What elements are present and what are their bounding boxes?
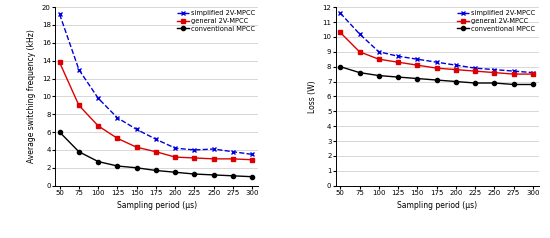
simplified 2V-MPCC <box>337 12 344 15</box>
simplified 2V-MPCC <box>453 64 459 67</box>
general 2V-MPCC <box>152 150 159 153</box>
conventional MPCC <box>172 171 178 174</box>
simplified 2V-MPCC <box>230 150 236 153</box>
simplified 2V-MPCC <box>95 97 101 99</box>
simplified 2V-MPCC <box>133 128 140 131</box>
X-axis label: Sampling period (μs): Sampling period (μs) <box>397 201 477 210</box>
general 2V-MPCC <box>75 104 82 107</box>
conventional MPCC <box>414 77 421 80</box>
general 2V-MPCC <box>414 64 421 67</box>
Y-axis label: Loss (W): Loss (W) <box>308 80 317 113</box>
conventional MPCC <box>95 160 101 163</box>
general 2V-MPCC <box>56 61 63 64</box>
simplified 2V-MPCC <box>75 68 82 71</box>
general 2V-MPCC <box>172 156 178 159</box>
conventional MPCC <box>114 165 120 168</box>
simplified 2V-MPCC <box>433 61 440 64</box>
conventional MPCC <box>433 79 440 81</box>
simplified 2V-MPCC <box>152 138 159 141</box>
conventional MPCC <box>56 131 63 134</box>
simplified 2V-MPCC <box>114 116 120 119</box>
Line: simplified 2V-MPCC: simplified 2V-MPCC <box>57 12 255 157</box>
simplified 2V-MPCC <box>249 153 256 156</box>
Line: general 2V-MPCC: general 2V-MPCC <box>57 60 255 162</box>
simplified 2V-MPCC <box>211 148 217 150</box>
simplified 2V-MPCC <box>356 33 363 35</box>
simplified 2V-MPCC <box>510 70 517 73</box>
Legend: simplified 2V-MPCC, general 2V-MPCC, conventional MPCC: simplified 2V-MPCC, general 2V-MPCC, con… <box>175 9 256 33</box>
conventional MPCC <box>211 174 217 176</box>
conventional MPCC <box>75 150 82 153</box>
conventional MPCC <box>337 65 344 68</box>
conventional MPCC <box>530 83 536 86</box>
Y-axis label: Average switching frequency (kHz): Average switching frequency (kHz) <box>28 30 36 163</box>
conventional MPCC <box>472 82 478 84</box>
general 2V-MPCC <box>510 73 517 75</box>
general 2V-MPCC <box>356 50 363 53</box>
simplified 2V-MPCC <box>172 147 178 150</box>
simplified 2V-MPCC <box>530 71 536 74</box>
conventional MPCC <box>356 71 363 74</box>
general 2V-MPCC <box>114 137 120 140</box>
Line: simplified 2V-MPCC: simplified 2V-MPCC <box>338 11 535 75</box>
general 2V-MPCC <box>133 146 140 149</box>
general 2V-MPCC <box>337 31 344 34</box>
conventional MPCC <box>453 80 459 83</box>
general 2V-MPCC <box>191 157 198 159</box>
general 2V-MPCC <box>211 158 217 160</box>
Legend: simplified 2V-MPCC, general 2V-MPCC, conventional MPCC: simplified 2V-MPCC, general 2V-MPCC, con… <box>456 9 537 33</box>
general 2V-MPCC <box>433 67 440 69</box>
conventional MPCC <box>395 76 402 79</box>
general 2V-MPCC <box>376 58 382 61</box>
simplified 2V-MPCC <box>472 67 478 69</box>
conventional MPCC <box>491 82 498 84</box>
general 2V-MPCC <box>453 68 459 71</box>
Line: general 2V-MPCC: general 2V-MPCC <box>338 30 535 76</box>
general 2V-MPCC <box>472 70 478 73</box>
simplified 2V-MPCC <box>56 13 63 16</box>
general 2V-MPCC <box>249 158 256 161</box>
simplified 2V-MPCC <box>395 55 402 58</box>
conventional MPCC <box>510 83 517 86</box>
simplified 2V-MPCC <box>376 50 382 53</box>
general 2V-MPCC <box>530 73 536 75</box>
general 2V-MPCC <box>491 71 498 74</box>
X-axis label: Sampling period (μs): Sampling period (μs) <box>117 201 197 210</box>
conventional MPCC <box>249 175 256 178</box>
conventional MPCC <box>191 173 198 175</box>
conventional MPCC <box>152 169 159 172</box>
general 2V-MPCC <box>230 158 236 160</box>
conventional MPCC <box>133 166 140 169</box>
general 2V-MPCC <box>95 124 101 127</box>
simplified 2V-MPCC <box>414 58 421 61</box>
Line: conventional MPCC: conventional MPCC <box>338 64 535 87</box>
conventional MPCC <box>230 174 236 177</box>
simplified 2V-MPCC <box>191 149 198 151</box>
general 2V-MPCC <box>395 61 402 64</box>
conventional MPCC <box>376 74 382 77</box>
Line: conventional MPCC: conventional MPCC <box>58 130 254 179</box>
simplified 2V-MPCC <box>491 68 498 71</box>
